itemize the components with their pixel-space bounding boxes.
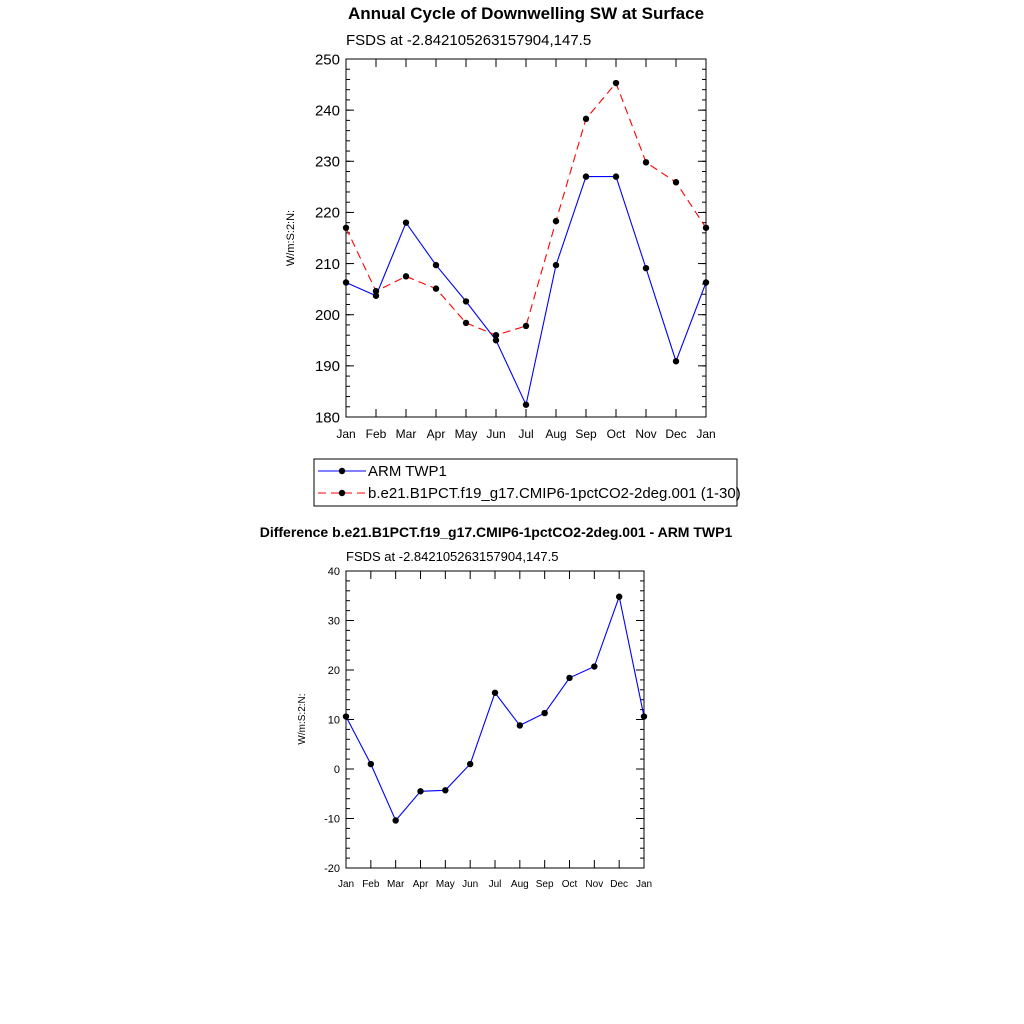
chart2-xtick-label: Nov <box>585 879 603 890</box>
chart2-series-point-0 <box>516 722 524 729</box>
chart2-xtick-label: Mar <box>387 879 405 890</box>
chart1-ytick-label: 230 <box>315 154 340 171</box>
chart1-series-point-1 <box>462 319 470 327</box>
chart2-subtitle: FSDS at -2.842105263157904,147.5 <box>346 549 559 564</box>
chart2-ytick-label: 10 <box>328 714 340 726</box>
chart1-series-point-1 <box>702 224 710 231</box>
chart1-xtick-label: Mar <box>396 427 417 441</box>
chart2-xtick-label: Jun <box>462 879 478 890</box>
chart2-series-point-0 <box>417 788 424 795</box>
chart2-xtick-label: Aug <box>511 879 529 890</box>
chart1-series-point-1 <box>582 115 590 123</box>
chart2-plot-area: -20 -10 0 10 20 30 40 Jan Feb Mar Apr May Jun Jul Aug S… <box>324 566 652 890</box>
chart2-series-point-0 <box>342 713 350 720</box>
chart1-ylabel: W/m:S:2:N: <box>285 210 297 266</box>
chart2-series-point-0 <box>392 817 399 824</box>
chart2-xtick-label: Sep <box>536 879 554 890</box>
chart2-xtick-label: Oct <box>562 879 578 890</box>
chart1-subtitle: FSDS at -2.842105263157904,147.5 <box>346 32 591 49</box>
chart2-xtick-label: Apr <box>413 879 429 890</box>
chart2-series-point-0 <box>566 674 573 682</box>
chart1-xtick-label: Jan <box>336 427 355 441</box>
chart1-series-point-0 <box>522 401 530 408</box>
chart1-ytick-label: 190 <box>315 358 340 375</box>
chart1-series-point-1 <box>342 224 350 231</box>
chart2-series-point-0 <box>367 760 375 768</box>
chart1-xtick-label: Oct <box>607 427 626 441</box>
chart1-plot-area: 180 190 200 210 220 230 240 250 Jan Feb Mar Apr May J… <box>315 51 716 441</box>
chart2-xtick-label: Dec <box>610 879 628 890</box>
chart1-series-point-0 <box>642 264 650 272</box>
legend-marker-model <box>338 489 346 497</box>
chart1-xtick-label: Sep <box>575 427 597 441</box>
chart2-ytick-label: 20 <box>328 665 340 677</box>
chart1-series-line-1 <box>345 81 707 336</box>
chart1-xtick-label: Dec <box>665 427 686 441</box>
chart1-xtick-label: Feb <box>366 427 387 441</box>
chart1-series-point-1 <box>612 79 620 87</box>
chart1-series-point-1 <box>552 217 560 225</box>
chart1-xtick-label: Jan <box>696 427 715 441</box>
chart1-xtick-label: Apr <box>427 427 446 441</box>
chart1-ytick-label: 200 <box>315 307 340 324</box>
chart2-ytick-label: 30 <box>328 615 340 627</box>
chart1-series-point-1 <box>642 159 650 166</box>
chart1-xtick-label: Aug <box>545 427 566 441</box>
chart1-ytick-label: 240 <box>315 102 340 119</box>
chart2-ytick-label: -20 <box>324 863 340 875</box>
chart2-xtick-label: Feb <box>362 879 380 890</box>
chart1-series-point-1 <box>522 322 530 330</box>
chart1-ytick-label: 220 <box>315 205 340 222</box>
chart1-ytick-label: 250 <box>315 51 340 68</box>
legend-box <box>313 458 738 507</box>
chart1-series-point-1 <box>402 273 410 280</box>
chart2-ylabel: W/m:S:2:N: <box>297 693 308 744</box>
chart1-xtick-label: Nov <box>635 427 656 441</box>
chart2-xtick-label: Jul <box>489 879 502 890</box>
chart1-series-point-1 <box>672 179 680 186</box>
chart1-series-point-0 <box>462 298 470 305</box>
chart1-xtick-label: May <box>455 427 478 441</box>
legend-label-model: b.e21.B1PCT.f19_g17.CMIP6-1pctCO2-2deg.0… <box>368 485 741 502</box>
chart2-title: Difference b.e21.B1PCT.f19_g17.CMIP6-1pc… <box>260 524 733 540</box>
chart2-xtick-label: May <box>436 879 455 890</box>
chart1-series-point-1 <box>492 331 500 339</box>
chart1-series-point-0 <box>702 279 710 286</box>
chart1-series-point-0 <box>672 358 680 365</box>
chart2-series-point-0 <box>541 709 548 717</box>
chart2-series-point-0 <box>466 760 474 768</box>
chart2-xtick-label: Jan <box>338 879 354 890</box>
chart1-series-point-0 <box>552 261 560 269</box>
chart1-series-point-1 <box>372 287 380 295</box>
chart1-series-point-1 <box>432 285 440 292</box>
chart1-xtick-label: Jun <box>486 427 505 441</box>
chart1-xtick-label: Jul <box>518 427 533 441</box>
chart2-ytick-label: -10 <box>324 813 340 825</box>
chart2-series-line-0 <box>345 594 645 822</box>
chart1-series-point-0 <box>342 279 350 286</box>
chart2-series-point-0 <box>640 713 648 720</box>
chart1-ytick-label: 180 <box>315 409 340 426</box>
legend-marker-arm <box>338 467 346 475</box>
chart2-series-point-0 <box>615 593 623 600</box>
chart2-frame <box>345 570 645 869</box>
chart1-ytick-label: 210 <box>315 256 340 273</box>
chart1-series-point-0 <box>492 337 500 344</box>
chart2-ytick-label: 40 <box>328 566 340 578</box>
chart2-ytick-label: 0 <box>334 764 340 776</box>
chart2-series-point-0 <box>591 663 598 670</box>
chart1-series-point-0 <box>372 292 380 299</box>
chart1-series-point-0 <box>402 219 410 226</box>
chart2-series-point-0 <box>442 787 449 794</box>
chart2-xtick-label: Jan <box>636 879 652 890</box>
legend-label-arm: ARM TWP1 <box>368 463 447 480</box>
chart1-legend: ARM TWP1 b.e21.B1PCT.f19_g17.CMIP6-1pctC… <box>313 458 741 507</box>
chart1-series-point-0 <box>582 173 590 180</box>
chart1-series-line-0 <box>345 176 707 407</box>
chart1-series-point-0 <box>612 173 620 180</box>
chart1-title: Annual Cycle of Downwelling SW at Surfac… <box>348 4 704 23</box>
chart2-series-point-0 <box>491 689 499 696</box>
chart1-series-point-0 <box>432 261 440 269</box>
